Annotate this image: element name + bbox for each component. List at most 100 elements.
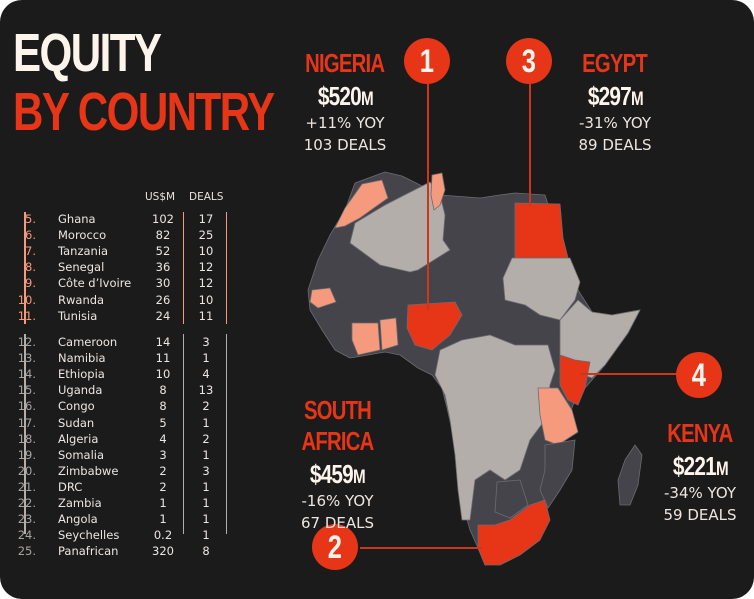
usd-value: 8 bbox=[159, 399, 167, 414]
rank-badge-3: 3 bbox=[506, 38, 552, 84]
deals-value: 1 bbox=[202, 351, 210, 366]
callout-amount: $520M bbox=[317, 81, 374, 111]
table-header-deals: DEALS bbox=[189, 191, 224, 203]
country-name: Namibia bbox=[58, 351, 106, 366]
callout-yoy: +11% YOY bbox=[305, 114, 385, 132]
callout-country: KENYA bbox=[667, 418, 733, 448]
country-name: Ethiopia bbox=[58, 367, 105, 382]
table-row: 20. Zimbabwe 2 3 bbox=[0, 464, 240, 480]
country-name: Sudan bbox=[58, 415, 95, 430]
callout-amount: $297M bbox=[587, 81, 644, 111]
country-south-africa bbox=[477, 499, 551, 566]
rank-label: 23. bbox=[17, 512, 36, 527]
deals-value: 2 bbox=[202, 399, 210, 414]
rank-label: 12. bbox=[17, 335, 36, 349]
rank-label: 16. bbox=[17, 399, 36, 414]
title-line-1: EQUITY bbox=[13, 23, 162, 83]
callout-south-africa: SOUTH AFRICA $459M -16% YOY 67 DEALS bbox=[255, 395, 420, 534]
usd-value: 320 bbox=[152, 544, 174, 559]
table-row: 25. Panafrican 320 8 bbox=[0, 544, 240, 560]
country-mozambique bbox=[539, 439, 576, 509]
usd-value: 2 bbox=[159, 479, 167, 494]
deals-value: 12 bbox=[198, 276, 214, 291]
usd-value: 52 bbox=[155, 244, 171, 259]
group-top-divider bbox=[183, 212, 184, 324]
rank-label: 11. bbox=[17, 308, 36, 323]
rank-label: 13. bbox=[17, 351, 36, 366]
rank-badge-4: 4 bbox=[676, 352, 722, 398]
country-egypt bbox=[514, 202, 569, 259]
group-rest-divider bbox=[183, 334, 184, 534]
deals-value: 1 bbox=[202, 479, 210, 494]
usd-value: 30 bbox=[155, 276, 171, 291]
table-row: 10. Rwanda 26 10 bbox=[0, 293, 240, 309]
country-name: Rwanda bbox=[58, 292, 105, 307]
callout-deals: 67 DEALS bbox=[300, 514, 375, 532]
deals-value: 12 bbox=[198, 260, 214, 275]
table-row: 17. Sudan 5 1 bbox=[0, 416, 240, 432]
usd-value: 24 bbox=[155, 308, 171, 323]
country-name: Uganda bbox=[58, 383, 103, 398]
rank-label: 9. bbox=[25, 276, 36, 291]
usd-value: 14 bbox=[155, 335, 171, 349]
country-name: Tanzania bbox=[58, 244, 109, 259]
callout-country: EGYPT bbox=[582, 48, 649, 78]
country-central-south-gray bbox=[434, 334, 556, 521]
country-name: Ghana bbox=[58, 212, 96, 226]
usd-value: 82 bbox=[155, 228, 171, 243]
usd-value: 1 bbox=[159, 512, 167, 527]
table-row: 24. Seychelles 0.2 1 bbox=[0, 528, 240, 544]
table-row: 23. Angola 1 1 bbox=[0, 512, 240, 528]
country-name: Zimbabwe bbox=[58, 463, 119, 478]
deals-value: 25 bbox=[198, 228, 214, 243]
deals-value: 10 bbox=[198, 244, 214, 259]
country-cote-divoire bbox=[351, 322, 381, 356]
deals-value: 11 bbox=[198, 308, 214, 323]
country-name: DRC bbox=[58, 479, 83, 494]
rank-label: 17. bbox=[17, 415, 36, 430]
table-row: 9. Côte d’Ivoire 30 12 bbox=[0, 276, 240, 292]
country-ghana bbox=[379, 317, 399, 351]
country-morocco bbox=[334, 179, 389, 229]
table-row: 14. Ethiopia 10 4 bbox=[0, 367, 240, 383]
table-row: 21. DRC 2 1 bbox=[0, 480, 240, 496]
usd-value: 4 bbox=[159, 431, 167, 446]
rank-label: 6. bbox=[25, 228, 36, 243]
usd-value: 10 bbox=[155, 367, 171, 382]
country-name: Panafrican bbox=[58, 544, 119, 559]
deals-value: 2 bbox=[202, 431, 210, 446]
country-algeria bbox=[349, 181, 451, 273]
callout-yoy: -31% YOY bbox=[578, 114, 651, 132]
country-senegal bbox=[309, 287, 337, 309]
deals-value: 1 bbox=[202, 512, 210, 527]
rank-label: 8. bbox=[25, 260, 36, 275]
country-name: Morocco bbox=[58, 228, 107, 243]
group-rest-bar bbox=[24, 334, 26, 534]
title-line-2: BY COUNTRY bbox=[13, 82, 275, 142]
usd-value: 8 bbox=[159, 383, 167, 398]
table-row: 19. Somalia 3 1 bbox=[0, 448, 240, 464]
group-top-bar bbox=[24, 212, 26, 324]
usd-value: 3 bbox=[159, 447, 167, 462]
rank-badge-1: 1 bbox=[404, 38, 450, 84]
country-nigeria bbox=[406, 301, 463, 351]
country-name: Senegal bbox=[58, 260, 105, 275]
country-name: Cameroon bbox=[58, 335, 118, 349]
callout-yoy: -16% YOY bbox=[301, 492, 374, 510]
callout-country: SOUTH AFRICA bbox=[301, 395, 375, 456]
usd-value: 5 bbox=[159, 415, 167, 430]
group-top-right-bar bbox=[226, 212, 227, 324]
deals-value: 3 bbox=[202, 335, 210, 349]
deals-value: 10 bbox=[198, 292, 214, 307]
table-row: 7. Tanzania 52 10 bbox=[0, 244, 240, 260]
table-row: 12. Cameroon 14 3 bbox=[0, 335, 240, 351]
rank-label: 24. bbox=[17, 528, 36, 543]
country-kenya bbox=[559, 354, 591, 406]
country-madagascar bbox=[617, 444, 643, 506]
table-row: 13. Namibia 11 1 bbox=[0, 351, 240, 367]
rank-label: 10. bbox=[17, 292, 36, 307]
rank-label: 7. bbox=[25, 244, 36, 259]
table-row: 6. Morocco 82 25 bbox=[0, 228, 240, 244]
callout-amount: $221M bbox=[672, 451, 729, 481]
